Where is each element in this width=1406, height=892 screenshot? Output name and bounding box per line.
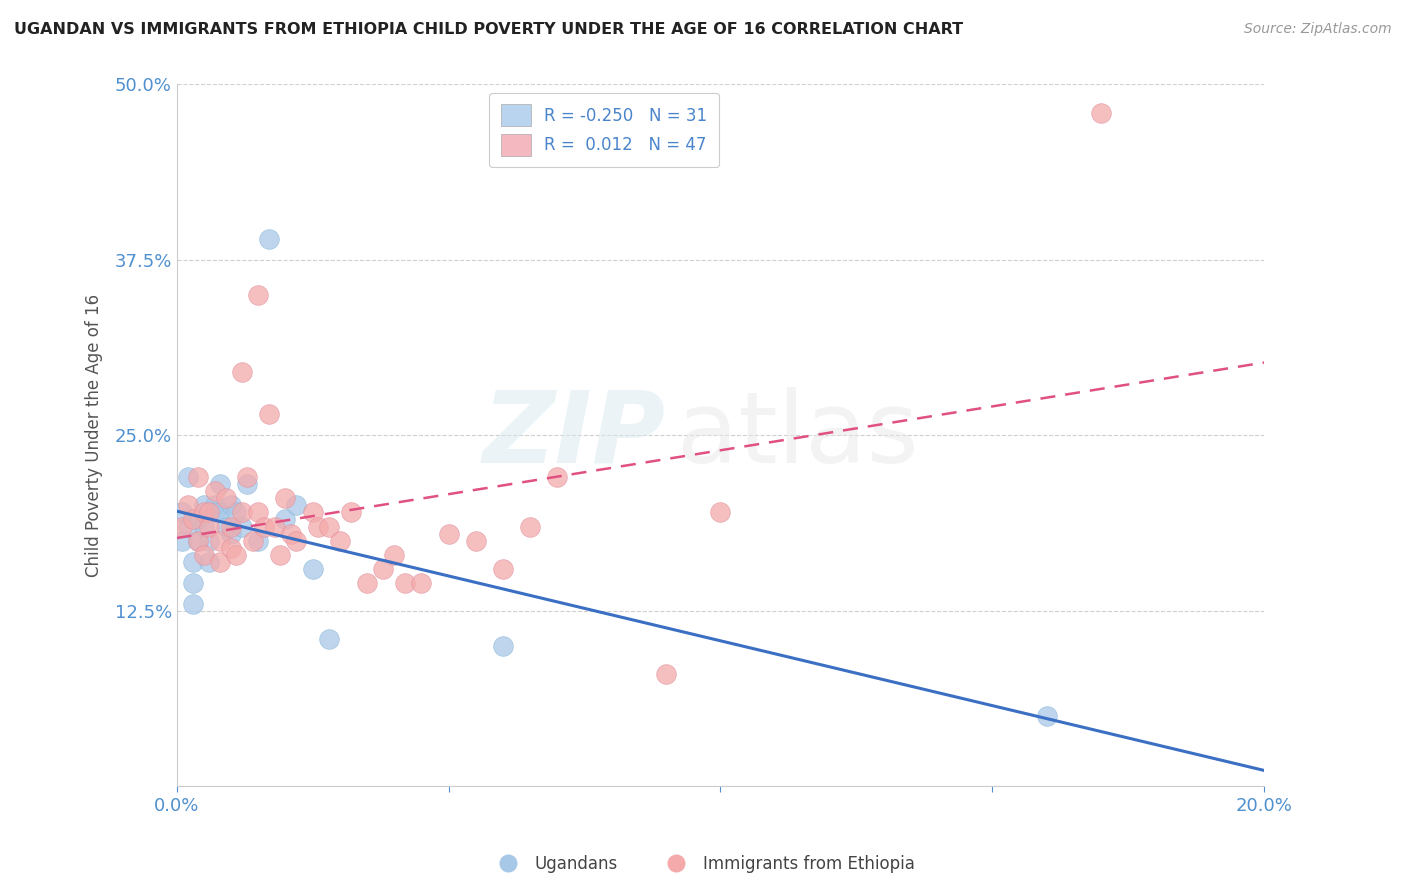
Point (356, 575, 378, 590)
Point (181, 555, 204, 569)
Point (214, 519, 236, 533)
Point (411, 575, 433, 590)
Point (187, 512, 209, 526)
Point (301, 506, 323, 520)
Point (394, 575, 416, 590)
Point (209, 533, 232, 548)
Point (242, 533, 264, 548)
Point (219, 526, 242, 541)
Text: ZIP: ZIP (484, 387, 666, 483)
Y-axis label: Child Poverty Under the Age of 16: Child Poverty Under the Age of 16 (86, 293, 103, 577)
Point (209, 477, 232, 491)
Point (176, 519, 198, 533)
Point (492, 561, 515, 575)
Point (204, 484, 226, 499)
Point (492, 639, 515, 653)
Text: UGANDAN VS IMMIGRANTS FROM ETHIOPIA CHILD POVERTY UNDER THE AGE OF 16 CORRELATIO: UGANDAN VS IMMIGRANTS FROM ETHIOPIA CHIL… (14, 22, 963, 37)
Point (318, 632, 340, 646)
Point (253, 519, 276, 533)
Point (519, 519, 541, 533)
Point (209, 506, 232, 520)
Point (464, 533, 486, 548)
Point (193, 519, 215, 533)
Point (269, 548, 291, 562)
Point (257, 407, 280, 421)
Text: atlas: atlas (676, 387, 918, 483)
Point (204, 506, 226, 520)
Point (219, 541, 242, 555)
Point (231, 519, 253, 533)
Legend: R = -0.250   N = 31, R =  0.012   N = 47: R = -0.250 N = 31, R = 0.012 N = 47 (489, 93, 720, 168)
Point (247, 506, 270, 520)
Point (285, 499, 308, 513)
Point (219, 519, 242, 533)
Point (257, 232, 280, 246)
Point (231, 365, 253, 379)
Point (1090, 105, 1112, 120)
Point (280, 526, 302, 541)
Point (193, 506, 215, 520)
Point (285, 533, 308, 548)
Point (382, 548, 405, 562)
Point (301, 561, 323, 575)
Point (198, 506, 221, 520)
Point (318, 519, 340, 533)
Point (307, 519, 329, 533)
Point (236, 470, 259, 484)
Point (546, 470, 568, 484)
Point (329, 533, 352, 548)
Point (437, 526, 460, 541)
Text: Source: ZipAtlas.com: Source: ZipAtlas.com (1244, 22, 1392, 37)
Point (187, 533, 209, 548)
Point (709, 506, 731, 520)
Point (193, 499, 215, 513)
Point (274, 512, 297, 526)
Point (214, 491, 236, 506)
Point (181, 597, 204, 611)
Point (219, 499, 242, 513)
Point (225, 506, 247, 520)
Point (172, 533, 194, 548)
Point (181, 575, 204, 590)
Point (231, 506, 253, 520)
Point (274, 491, 297, 506)
Point (172, 506, 194, 520)
Point (655, 666, 678, 681)
Point (193, 548, 215, 562)
Point (198, 519, 221, 533)
Point (176, 499, 198, 513)
Point (236, 477, 259, 491)
Point (176, 470, 198, 484)
Point (1035, 709, 1057, 723)
Point (225, 548, 247, 562)
Point (187, 470, 209, 484)
Point (247, 533, 270, 548)
Point (339, 506, 361, 520)
Point (204, 499, 226, 513)
Point (198, 533, 221, 548)
Point (263, 519, 285, 533)
Point (373, 561, 395, 575)
Point (187, 533, 209, 548)
Point (209, 555, 232, 569)
Point (198, 555, 221, 569)
Point (172, 519, 194, 533)
Legend: Ugandans, Immigrants from Ethiopia: Ugandans, Immigrants from Ethiopia (485, 848, 921, 880)
Point (181, 512, 204, 526)
Point (247, 288, 270, 302)
